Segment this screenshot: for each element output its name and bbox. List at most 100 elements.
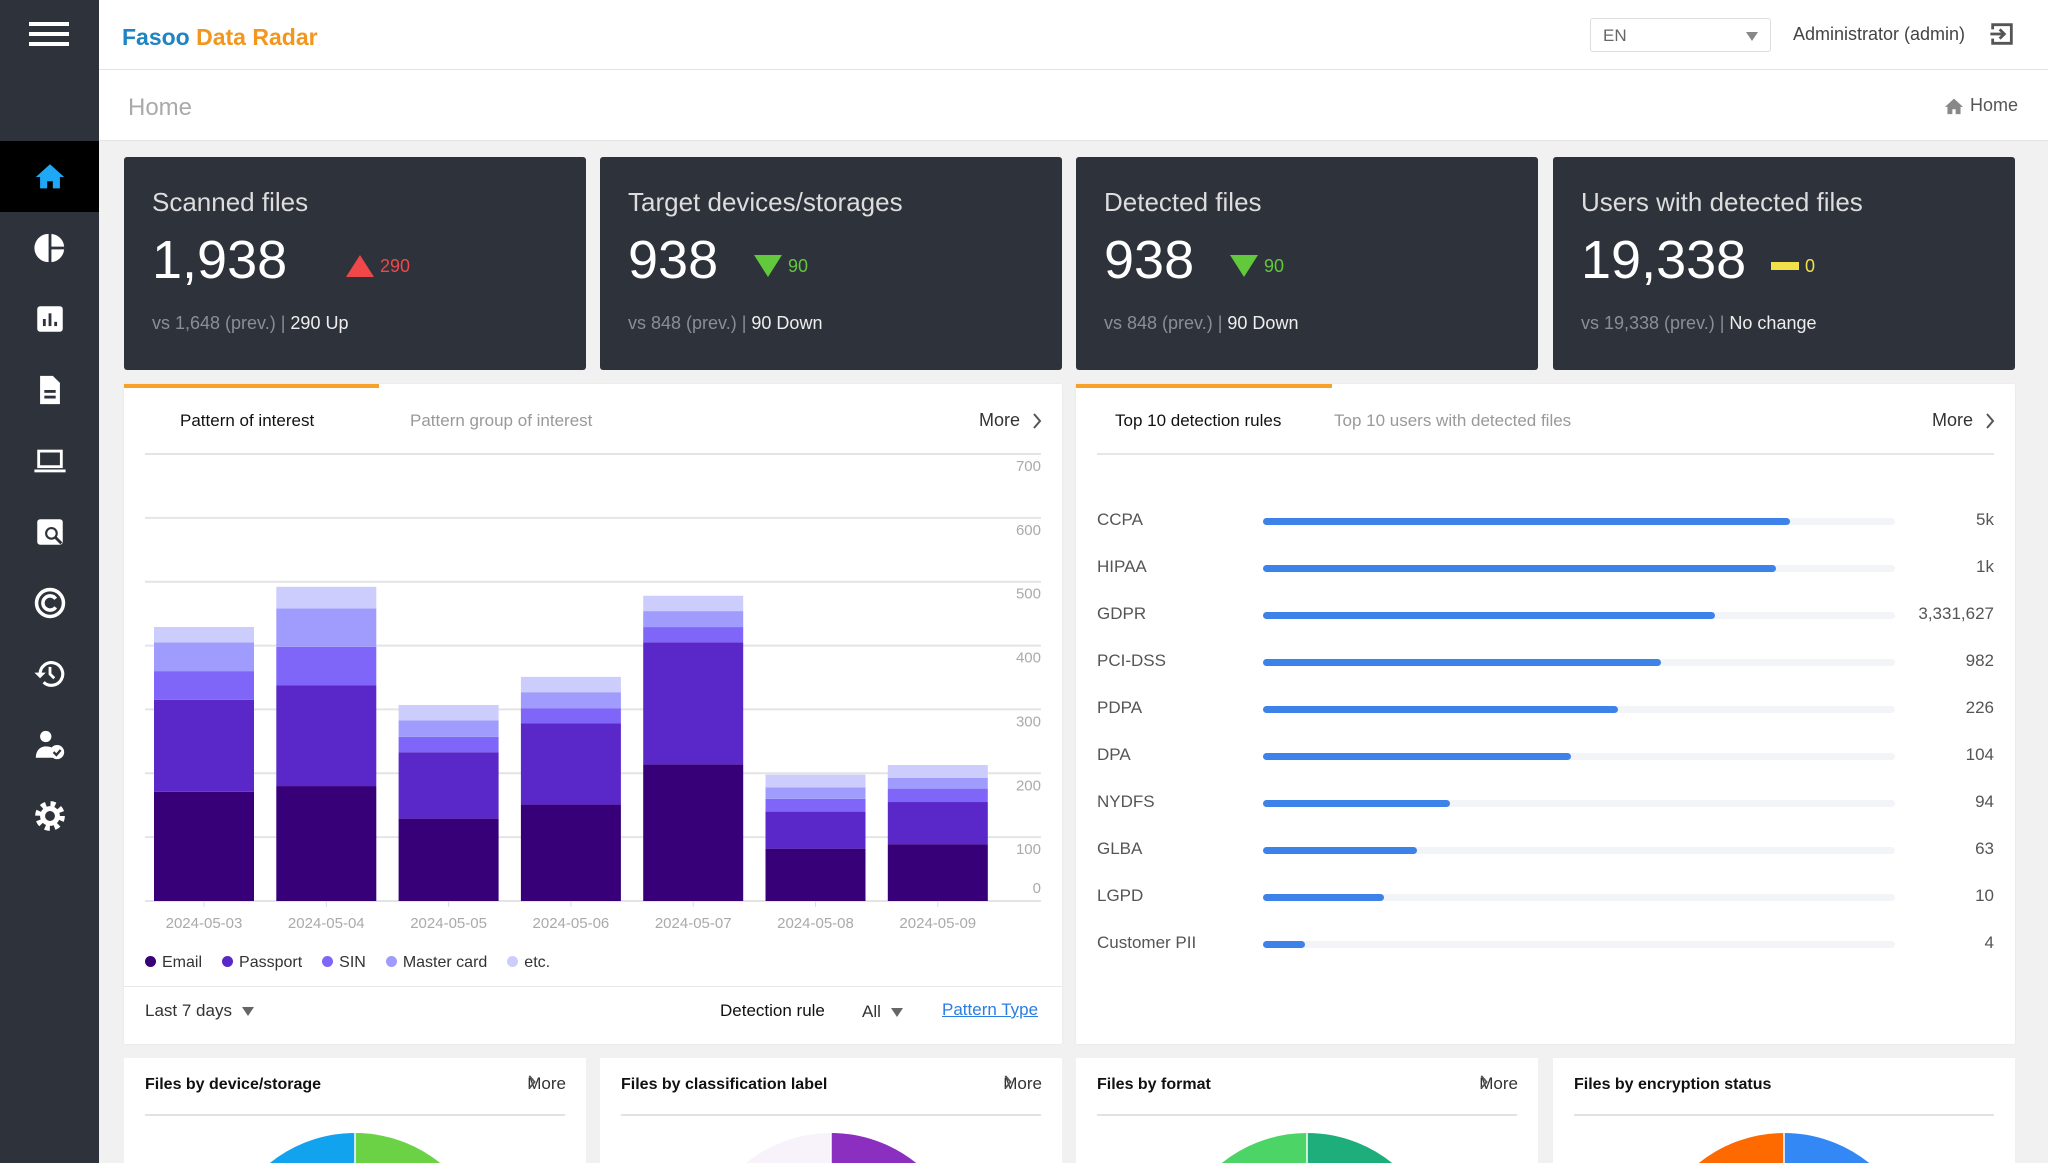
logout-icon[interactable] <box>1988 20 2016 48</box>
kpi-card[interactable]: Scanned files 1,938 290 vs 1,648 (prev.)… <box>124 157 586 370</box>
rule-row[interactable]: Customer PII 4 <box>1097 933 1994 957</box>
bar-segment-passport[interactable] <box>154 699 254 792</box>
bar-segment-sin[interactable] <box>398 736 499 753</box>
more-label: More <box>527 1074 566 1093</box>
rule-label: Customer PII <box>1097 933 1197 952</box>
legend-item[interactable]: SIN <box>322 954 366 972</box>
bar-segment-master-card[interactable] <box>887 777 988 789</box>
more-link[interactable]: More <box>1479 1074 1518 1094</box>
bar-segment-email[interactable] <box>398 818 499 901</box>
more-link[interactable]: More <box>1003 1074 1042 1094</box>
tab-pattern-of-interest[interactable]: Pattern of interest <box>180 411 315 430</box>
home-icon[interactable] <box>0 141 99 212</box>
bar-segment-passport[interactable] <box>276 685 377 787</box>
pie-slice[interactable] <box>831 1133 917 1163</box>
bar-segment-sin[interactable] <box>887 788 988 803</box>
card-title: Files by device/storage <box>145 1076 322 1093</box>
copyright-icon[interactable] <box>0 567 99 638</box>
laptop-icon[interactable] <box>0 425 99 496</box>
pie-slice[interactable] <box>355 1133 441 1163</box>
bar-segment-sin[interactable] <box>154 671 254 700</box>
bar-segment-sin[interactable] <box>276 646 377 686</box>
bar-segment-email[interactable] <box>765 848 866 901</box>
hamburger-menu-icon[interactable] <box>29 22 69 50</box>
bar-segment-etc-[interactable] <box>887 764 988 778</box>
bar-segment-passport[interactable] <box>765 811 866 849</box>
rule-bar-track <box>1263 706 1895 713</box>
kpi-card[interactable]: Target devices/storages 938 90 vs 848 (p… <box>600 157 1062 370</box>
bar-segment-passport[interactable] <box>520 723 621 805</box>
rule-row[interactable]: LGPD 10 <box>1097 886 1994 910</box>
rule-bar-fill <box>1263 941 1306 948</box>
language-select[interactable]: EN <box>1590 18 1771 52</box>
bar-segment-email[interactable] <box>276 786 377 901</box>
bar-segment-email[interactable] <box>154 791 254 901</box>
pie-slice[interactable] <box>745 1133 831 1163</box>
bar-segment-etc-[interactable] <box>276 586 377 609</box>
user-check-icon[interactable] <box>0 709 99 780</box>
more-link[interactable]: More <box>979 410 1042 431</box>
legend-item[interactable]: etc. <box>507 954 550 972</box>
pie-slice[interactable] <box>1698 1133 1784 1163</box>
detection-rule-select[interactable]: All <box>862 1002 903 1022</box>
bar-segment-master-card[interactable] <box>398 720 499 737</box>
rule-row[interactable]: PDPA 226 <box>1097 698 1994 722</box>
bar-segment-sin[interactable] <box>643 627 744 643</box>
bar-segment-sin[interactable] <box>765 798 866 812</box>
rule-value: 4 <box>1984 933 1994 952</box>
tab-top-10-users[interactable]: Top 10 users with detected files <box>1334 411 1572 430</box>
more-link[interactable]: More <box>1932 410 1995 431</box>
bar-segment-passport[interactable] <box>643 642 744 765</box>
bar-segment-email[interactable] <box>643 764 744 901</box>
bar-segment-etc-[interactable] <box>765 774 866 788</box>
bar-segment-passport[interactable] <box>887 802 988 845</box>
pie-slice[interactable] <box>1221 1133 1307 1163</box>
bar-chart-icon[interactable] <box>0 283 99 354</box>
rule-row[interactable]: PCI-DSS 982 <box>1097 651 1994 675</box>
bar-segment-etc-[interactable] <box>520 676 621 693</box>
more-link[interactable]: More <box>527 1074 566 1094</box>
kpi-card[interactable]: Detected files 938 90 vs 848 (prev.) | 9… <box>1076 157 1538 370</box>
gear-icon[interactable] <box>0 780 99 851</box>
rule-row[interactable]: HIPAA 1k <box>1097 557 1994 581</box>
bar-segment-sin[interactable] <box>520 708 621 724</box>
pie-slice[interactable] <box>1307 1133 1393 1163</box>
rule-row[interactable]: GLBA 63 <box>1097 839 1994 863</box>
history-icon[interactable] <box>0 638 99 709</box>
panel-footer-divider <box>124 986 1062 987</box>
pie-slice[interactable] <box>1784 1133 1870 1163</box>
brand-logo[interactable]: Fasoo Data Radar <box>122 24 318 51</box>
tab-pattern-group-of-interest[interactable]: Pattern group of interest <box>410 411 593 430</box>
bar-segment-etc-[interactable] <box>398 704 499 721</box>
rule-row[interactable]: NYDFS 94 <box>1097 792 1994 816</box>
bar-segment-etc-[interactable] <box>154 627 254 643</box>
legend-item[interactable]: Email <box>145 954 202 972</box>
kpi-title: Target devices/storages <box>628 187 903 217</box>
bar-segment-master-card[interactable] <box>765 787 866 799</box>
pie-chart-icon[interactable] <box>0 212 99 283</box>
rule-label: PCI-DSS <box>1097 651 1166 670</box>
pie-slice[interactable] <box>269 1133 355 1163</box>
bar-segment-email[interactable] <box>887 844 988 901</box>
bar-segment-master-card[interactable] <box>154 642 254 672</box>
period-select[interactable]: Last 7 days <box>145 1001 254 1021</box>
tab-top-10-detection-rules[interactable]: Top 10 detection rules <box>1115 411 1282 430</box>
legend-item[interactable]: Master card <box>385 954 487 972</box>
breadcrumb[interactable]: Home <box>1944 95 2018 116</box>
pattern-type-link[interactable]: Pattern Type <box>942 1000 1039 1019</box>
rule-row[interactable]: GDPR 3,331,627 <box>1097 604 1994 628</box>
bar-segment-master-card[interactable] <box>643 611 744 628</box>
user-name[interactable]: Administrator (admin) <box>1793 24 1966 44</box>
bar-segment-passport[interactable] <box>398 752 499 819</box>
document-icon[interactable] <box>0 354 99 425</box>
legend-item[interactable]: Passport <box>222 954 302 972</box>
bar-segment-master-card[interactable] <box>276 608 377 647</box>
rule-row[interactable]: CCPA 5k <box>1097 510 1994 534</box>
rule-row[interactable]: DPA 104 <box>1097 745 1994 769</box>
kpi-card[interactable]: Users with detected files 19,338 0 vs 19… <box>1553 157 2015 370</box>
bar-segment-master-card[interactable] <box>520 692 621 709</box>
search-window-icon[interactable] <box>0 496 99 567</box>
bar-segment-email[interactable] <box>520 804 621 901</box>
rule-bar-track <box>1263 941 1895 948</box>
bar-segment-etc-[interactable] <box>643 595 744 612</box>
